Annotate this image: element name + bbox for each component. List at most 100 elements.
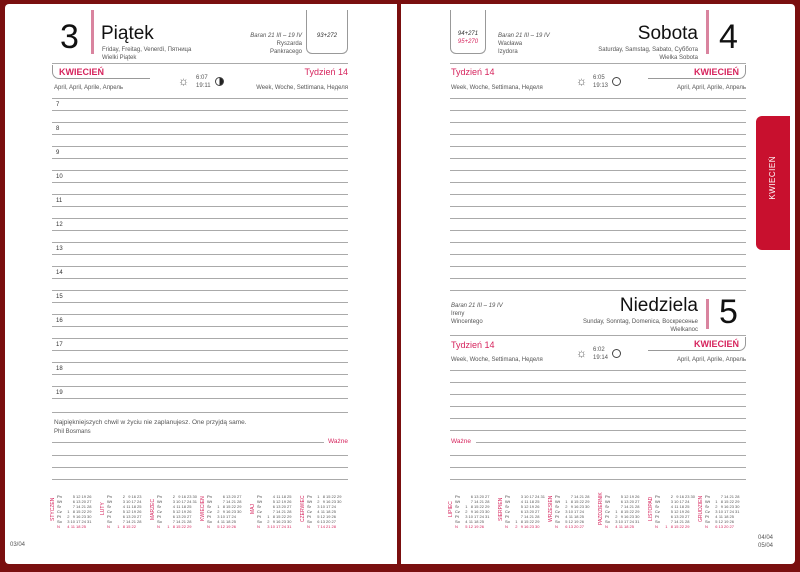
calendar-day: 29 (287, 514, 292, 519)
weekday: Śr (605, 504, 609, 509)
mini-calendar-days: 6 13 20 27 7 14 21 28 1 8 15 22 29 2 9 16 23 30 3 10 17 24 31 4… (462, 494, 495, 529)
calendar-day: 23 (629, 514, 634, 519)
ruled-line (450, 122, 746, 123)
weekday: So (455, 519, 460, 524)
weekday: Pn (555, 494, 560, 499)
calendar-day: 26 (685, 509, 690, 514)
weekday: Pn (107, 494, 112, 499)
calendar-day: 2 (67, 514, 70, 519)
calendar-day: 18 (281, 494, 286, 499)
calendar-day: 1 (565, 499, 568, 504)
calendar-day: 6 (222, 494, 225, 499)
divider (52, 63, 348, 64)
weekday: So (257, 519, 262, 524)
holiday: Wielki Piątek (102, 55, 137, 61)
calendar-day: 31 (735, 509, 740, 514)
calendar-day: 16 (524, 524, 529, 529)
calendar-day: 29 (585, 499, 590, 504)
calendar-day (690, 524, 696, 529)
ruled-line (450, 110, 746, 111)
weekday: N (57, 524, 60, 529)
weekday: Pt (605, 514, 609, 519)
mini-calendar-days: 3 10 17 24 31 4 11 18 25 5 12 19 26 6 13 20 27 7 14 21 28 1 8 1… (512, 494, 545, 529)
calendar-day: 26 (729, 519, 734, 524)
calendar-day: 27 (287, 504, 292, 509)
mini-calendar: MAJ Pn Wt Śr Cz Pt So N 4 11 18 25 5 12 19 26 6 13 20 27 7 14… (250, 488, 298, 530)
week-label: Tydzień 14 (451, 67, 495, 77)
sun-times: 6:02 19:14 (593, 346, 608, 362)
weekday: So (57, 519, 62, 524)
calendar-day: 13 (76, 499, 81, 504)
accent-bar (706, 10, 709, 54)
calendar-day: 28 (237, 499, 242, 504)
calendar-day: 24 (281, 524, 286, 529)
weekday: Cz (505, 509, 510, 514)
weekday: Wt (207, 499, 212, 504)
month-label: KWIECIEŃ (648, 65, 746, 79)
mini-calendar-days: 5 12 19 26 6 13 20 27 7 14 21 28 1 8 15 22 29 2 9 16 23 30 3 10… (612, 494, 645, 529)
week-label: Tydzień 14 (451, 340, 495, 350)
calendar-day: 24 (729, 509, 734, 514)
calendar-day: 19 (529, 504, 534, 509)
hour-label: 10 (56, 174, 63, 180)
calendar-day: 9 (520, 524, 523, 529)
calendar-day: 2 (615, 514, 618, 519)
calendar-day: 23 (187, 494, 192, 499)
calendar-day: 17 (276, 524, 281, 529)
calendar-day: 15 (474, 504, 479, 509)
month-tab[interactable]: KWIECIEŃ (756, 116, 790, 250)
weekday: Śr (505, 504, 509, 509)
hour-label: 15 (56, 294, 63, 300)
calendar-day: 1 (167, 524, 170, 529)
calendar-day: 17 (574, 509, 579, 514)
calendar-day: 15 (624, 509, 629, 514)
mini-calendar-days: 2 9 16 23 30 3 10 17 24 4 11 18 25 5 12 19 26 6 13 20 27 7 14 2… (662, 494, 695, 529)
mini-calendar-month: KWIECIEŃ (200, 496, 206, 522)
sunrise: 6:02 (593, 347, 605, 353)
calendar-day: 28 (685, 519, 690, 524)
note-line (52, 455, 348, 456)
calendar-day: 27 (137, 514, 142, 519)
calendar-day: 24 (137, 499, 142, 504)
weekday-labels: Pn Wt Śr Cz Pt So N (555, 494, 560, 529)
calendar-day: 3 (217, 514, 220, 519)
day-count: 94+271 (457, 31, 479, 37)
ruled-line (450, 206, 746, 207)
calendar-day: 13 (126, 514, 131, 519)
calendar-day: 12 (718, 519, 723, 524)
weekday: Pt (555, 514, 559, 519)
name-day: Wincentego (451, 319, 483, 325)
calendar-day: 12 (674, 509, 679, 514)
calendar-day (490, 524, 496, 529)
calendar-day: 21 (579, 494, 584, 499)
calendar-day: 31 (192, 499, 197, 504)
calendar-day: 8 (620, 509, 623, 514)
calendar-day: 3 (122, 499, 125, 504)
calendar-day: 26 (287, 499, 292, 504)
calendar-day: 7 (620, 504, 623, 509)
mini-calendar: SIERPIEŃ Pn Wt Śr Cz Pt So N 3 10 17 24 31 4 11 18 25 5 12… (498, 488, 546, 530)
calendar-day: 20 (81, 499, 86, 504)
calendar-day: 10 (70, 519, 75, 524)
weekday-labels: Pn Wt Śr Cz Pt So N (605, 494, 610, 529)
calendar-day: 23 (331, 499, 336, 504)
calendar-day: 15 (724, 499, 729, 504)
calendar-day: 22 (281, 514, 286, 519)
calendar-day: 9 (222, 509, 225, 514)
ruled-line (52, 194, 348, 195)
ruled-line (450, 430, 746, 431)
weekday: Pn (157, 494, 162, 499)
calendar-day: 2 (465, 509, 468, 514)
hour-label: 14 (56, 270, 63, 276)
calendar-day: 4 (122, 504, 125, 509)
ruled-line (450, 382, 746, 383)
calendar-day: 17 (474, 514, 479, 519)
note-line (52, 467, 348, 468)
calendar-day: 2 (267, 519, 270, 524)
calendar-day (142, 524, 148, 529)
calendar-day: 15 (326, 494, 331, 499)
calendar-day: 6 (272, 504, 275, 509)
weekday: Pn (455, 494, 460, 499)
calendar-day: 7 (570, 494, 573, 499)
calendar-day: 16 (624, 514, 629, 519)
